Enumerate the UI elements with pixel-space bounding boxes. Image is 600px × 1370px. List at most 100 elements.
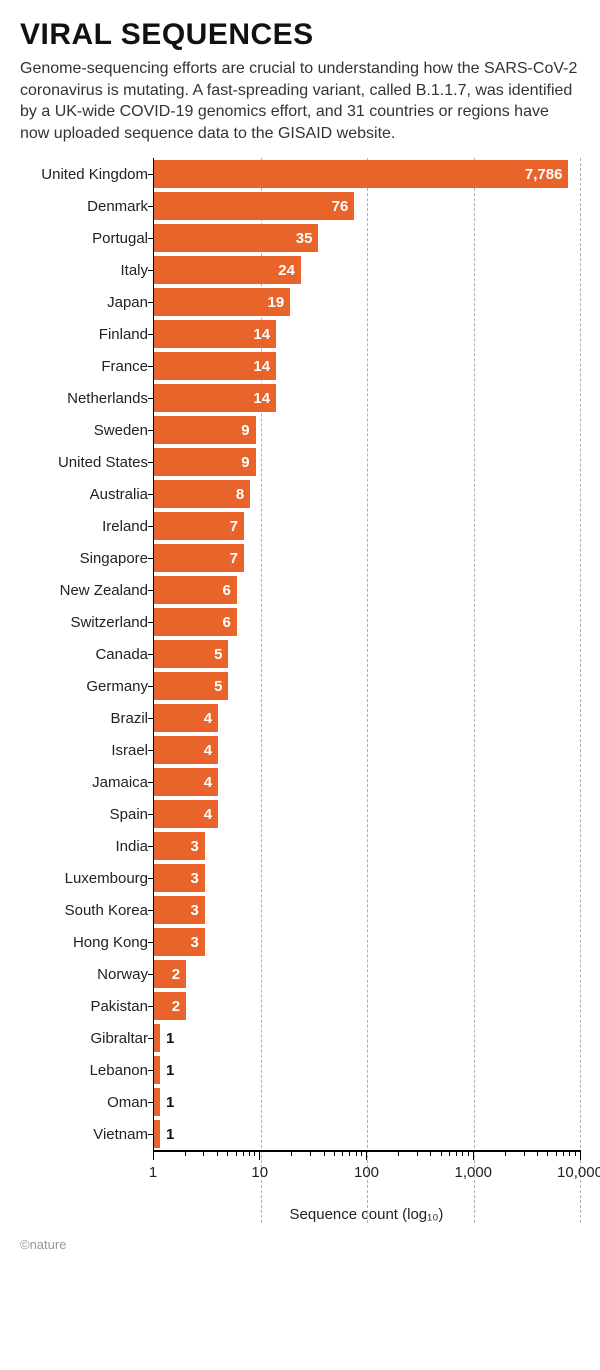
bar: 3 <box>154 928 205 956</box>
bar-value: 6 <box>223 582 231 599</box>
country-label: Portugal <box>20 230 148 247</box>
x-tick-minor <box>417 1150 418 1156</box>
bar-zone: 8 <box>153 478 580 510</box>
x-tick-minor <box>349 1150 350 1156</box>
country-label: South Korea <box>20 902 148 919</box>
bar: 7 <box>154 512 244 540</box>
bar-zone: 1 <box>153 1022 580 1054</box>
bar-row: Sweden 9 <box>20 414 580 446</box>
bar-value: 8 <box>236 486 244 503</box>
bar-zone: 3 <box>153 830 580 862</box>
x-tick-minor <box>569 1150 570 1156</box>
x-tick-minor <box>334 1150 335 1156</box>
x-tick-minor <box>236 1150 237 1156</box>
x-tick-minor <box>537 1150 538 1156</box>
bar-row: Pakistan2 <box>20 990 580 1022</box>
country-label: Spain <box>20 806 148 823</box>
country-label: Canada <box>20 646 148 663</box>
bar-value: 76 <box>332 198 349 215</box>
x-tick-minor <box>524 1150 525 1156</box>
x-tick-minor <box>361 1150 362 1156</box>
x-tick-minor <box>310 1150 311 1156</box>
x-tick-minor <box>556 1150 557 1156</box>
bar: 14 <box>154 352 276 380</box>
chart-container: VIRAL SEQUENCES Genome-sequencing effort… <box>0 0 600 1266</box>
bar-row: India 3 <box>20 830 580 862</box>
bar-row: France14 <box>20 350 580 382</box>
bar-zone: 5 <box>153 638 580 670</box>
bar-value: 1 <box>166 1030 174 1047</box>
country-label: Singapore <box>20 550 148 567</box>
bar-value: 2 <box>172 998 180 1015</box>
country-label: Lebanon <box>20 1062 148 1079</box>
bar: 19 <box>154 288 290 316</box>
bar-zone: 19 <box>153 286 580 318</box>
bar-value: 7 <box>230 550 238 567</box>
country-label: Netherlands <box>20 390 148 407</box>
x-tick-label: 1 <box>149 1164 157 1181</box>
bar-zone: 35 <box>153 222 580 254</box>
bar-value: 6 <box>223 614 231 631</box>
bar-row: United States9 <box>20 446 580 478</box>
country-label: Italy <box>20 262 148 279</box>
bar-row: Netherlands14 <box>20 382 580 414</box>
bar-zone: 6 <box>153 606 580 638</box>
x-axis-title: Sequence count (log₁₀) <box>153 1206 580 1223</box>
bar-zone: 4 <box>153 798 580 830</box>
x-tick-major <box>473 1150 474 1160</box>
bar-value: 3 <box>190 902 198 919</box>
bar-row: Israel4 <box>20 734 580 766</box>
country-label: Finland <box>20 326 148 343</box>
bar: 7,786 <box>154 160 568 188</box>
country-label: Oman <box>20 1094 148 1111</box>
bar-zone: 7,786 <box>153 158 580 190</box>
bar <box>154 1024 160 1052</box>
bar-row: Oman1 <box>20 1086 580 1118</box>
bar-value: 4 <box>204 710 212 727</box>
bar-row: Vietnam1 <box>20 1118 580 1150</box>
gridline <box>580 158 581 1223</box>
x-tick-minor <box>342 1150 343 1156</box>
country-label: India <box>20 838 148 855</box>
bar-zone: 7 <box>153 510 580 542</box>
bar-zone: 3 <box>153 862 580 894</box>
bar-row: Jamaica4 <box>20 766 580 798</box>
bar-zone: 9 <box>153 414 580 446</box>
bar: 9 <box>154 448 256 476</box>
bar-value: 14 <box>253 358 270 375</box>
bar: 6 <box>154 608 237 636</box>
bar-zone: 24 <box>153 254 580 286</box>
bar-zone: 14 <box>153 350 580 382</box>
bar-row: Luxembourg3 <box>20 862 580 894</box>
bar: 9 <box>154 416 256 444</box>
x-tick-minor <box>547 1150 548 1156</box>
bar-value: 4 <box>204 806 212 823</box>
x-tick-minor <box>254 1150 255 1156</box>
bar-zone: 5 <box>153 670 580 702</box>
bar: 6 <box>154 576 237 604</box>
bar-zone: 14 <box>153 318 580 350</box>
bar <box>154 1088 160 1116</box>
bar-row: Lebanon1 <box>20 1054 580 1086</box>
x-tick-minor <box>291 1150 292 1156</box>
bar-value: 1 <box>166 1126 174 1143</box>
x-tick-label: 10,000 <box>557 1164 600 1181</box>
bar-row: South Korea 3 <box>20 894 580 926</box>
x-tick-major <box>366 1150 367 1160</box>
country-label: Sweden <box>20 422 148 439</box>
bar-row: Italy 24 <box>20 254 580 286</box>
bar-zone: 7 <box>153 542 580 574</box>
country-label: Brazil <box>20 710 148 727</box>
bar-zone: 9 <box>153 446 580 478</box>
x-tick-major <box>259 1150 260 1160</box>
bar-row: Ireland7 <box>20 510 580 542</box>
x-tick-major <box>580 1150 581 1160</box>
bar-zone: 2 <box>153 990 580 1022</box>
x-tick-minor <box>441 1150 442 1156</box>
bar-zone: 6 <box>153 574 580 606</box>
bar-value: 4 <box>204 774 212 791</box>
chart-title: VIRAL SEQUENCES <box>20 18 580 52</box>
bar: 7 <box>154 544 244 572</box>
bar-row: Denmark76 <box>20 190 580 222</box>
bar-value: 9 <box>241 454 249 471</box>
